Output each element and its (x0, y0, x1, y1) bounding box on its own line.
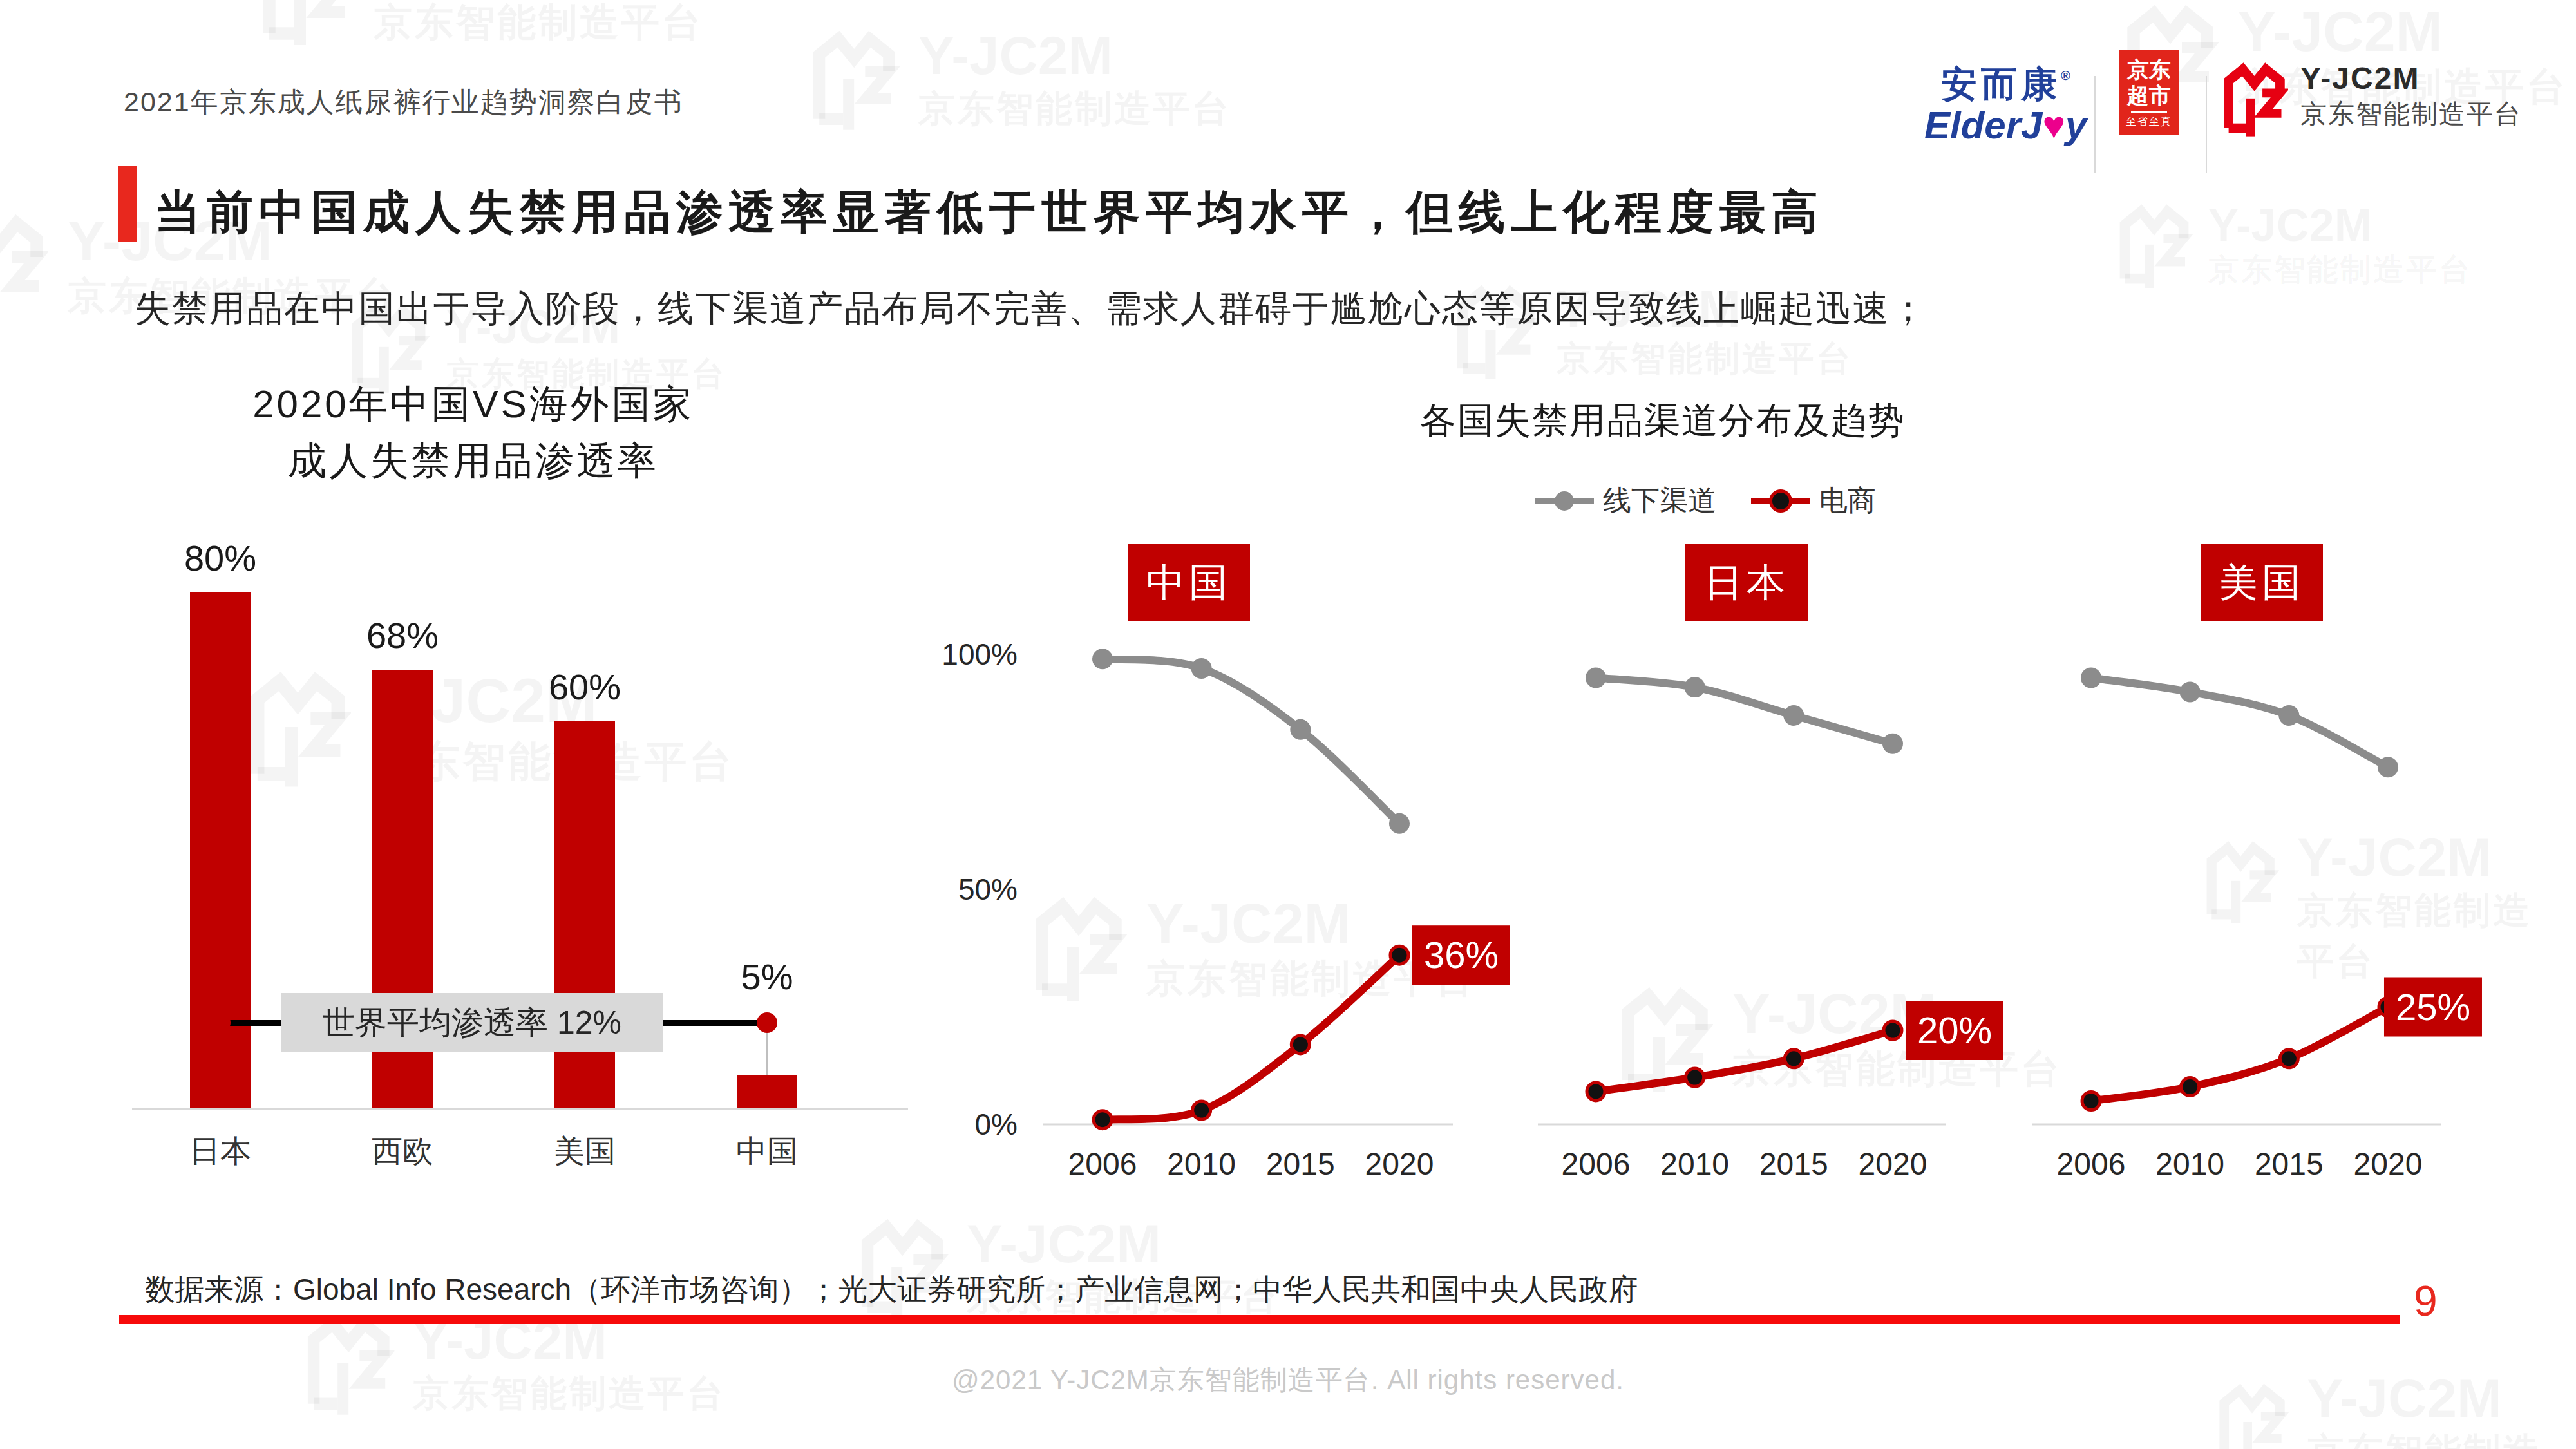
offline-marker (1586, 668, 1606, 688)
y-axis-label: 50% (958, 873, 1018, 906)
offline-line-中国 (1103, 659, 1399, 824)
x-axis-label: 2010 (1660, 1147, 1729, 1181)
x-axis-label: 2006 (2057, 1147, 2126, 1181)
x-axis-label: 2020 (1365, 1147, 1434, 1181)
ecom-marker (2280, 1050, 2298, 1068)
offline-marker (2278, 705, 2299, 726)
country-box-label: 日本 (1704, 561, 1789, 604)
offline-marker (1191, 658, 1212, 679)
ecom-marker (1686, 1068, 1704, 1086)
offline-marker (1092, 649, 1113, 669)
copyright-note: @2021 Y-JC2M京东智能制造平台. All rights reserve… (0, 1362, 2576, 1398)
ecom-marker (1884, 1021, 1902, 1039)
ecom-marker (1094, 1111, 1112, 1129)
y-axis-label: 100% (942, 638, 1018, 671)
slide-page: Y-JC2M京东智能制造平台Y-JC2M京东智能制造平台Y-JC2M京东智能制造… (0, 0, 2576, 1449)
offline-marker (1882, 734, 1903, 754)
offline-marker (1783, 705, 1804, 726)
ecom-line-中国 (1103, 955, 1399, 1120)
ecom-marker (1390, 946, 1408, 964)
offline-marker (1290, 719, 1311, 740)
x-axis-label: 2020 (2354, 1147, 2423, 1181)
ecom-marker (1193, 1101, 1211, 1119)
ecom-marker (2181, 1078, 2199, 1096)
x-axis-label: 2010 (2155, 1147, 2224, 1181)
x-axis-label: 2006 (1068, 1147, 1137, 1181)
offline-marker (2180, 681, 2201, 702)
ecom-marker (2082, 1092, 2100, 1110)
ecom-marker (1587, 1083, 1605, 1101)
ecom-line-美国 (2091, 1007, 2388, 1101)
footer-accent-line (119, 1315, 2400, 1324)
ecom-value-label: 20% (1917, 1009, 1992, 1051)
country-box-label: 中国 (1146, 561, 1231, 604)
offline-marker (1685, 677, 1705, 697)
x-axis-label: 2015 (2255, 1147, 2324, 1181)
offline-line-美国 (2091, 678, 2388, 768)
ecom-value-label: 25% (2396, 986, 2470, 1028)
ecom-value-label: 36% (1424, 934, 1499, 976)
offline-line-日本 (1596, 678, 1893, 744)
offline-marker (1389, 813, 1410, 834)
x-axis-label: 2020 (1859, 1147, 1927, 1181)
x-axis-label: 2010 (1167, 1147, 1236, 1181)
x-axis-label: 2015 (1266, 1147, 1335, 1181)
y-axis-label: 0% (975, 1108, 1018, 1141)
ecom-marker (1291, 1036, 1309, 1054)
page-number: 9 (2414, 1276, 2438, 1325)
country-box-label: 美国 (2219, 561, 2304, 604)
ecom-marker (1785, 1050, 1803, 1068)
offline-marker (2378, 757, 2398, 777)
source-note: 数据来源：Global Info Research（环洋市场咨询）；光大证券研究… (145, 1270, 1638, 1310)
x-axis-label: 2006 (1562, 1147, 1631, 1181)
ecom-line-日本 (1596, 1030, 1893, 1092)
offline-marker (2081, 668, 2101, 688)
x-axis-label: 2015 (1759, 1147, 1828, 1181)
